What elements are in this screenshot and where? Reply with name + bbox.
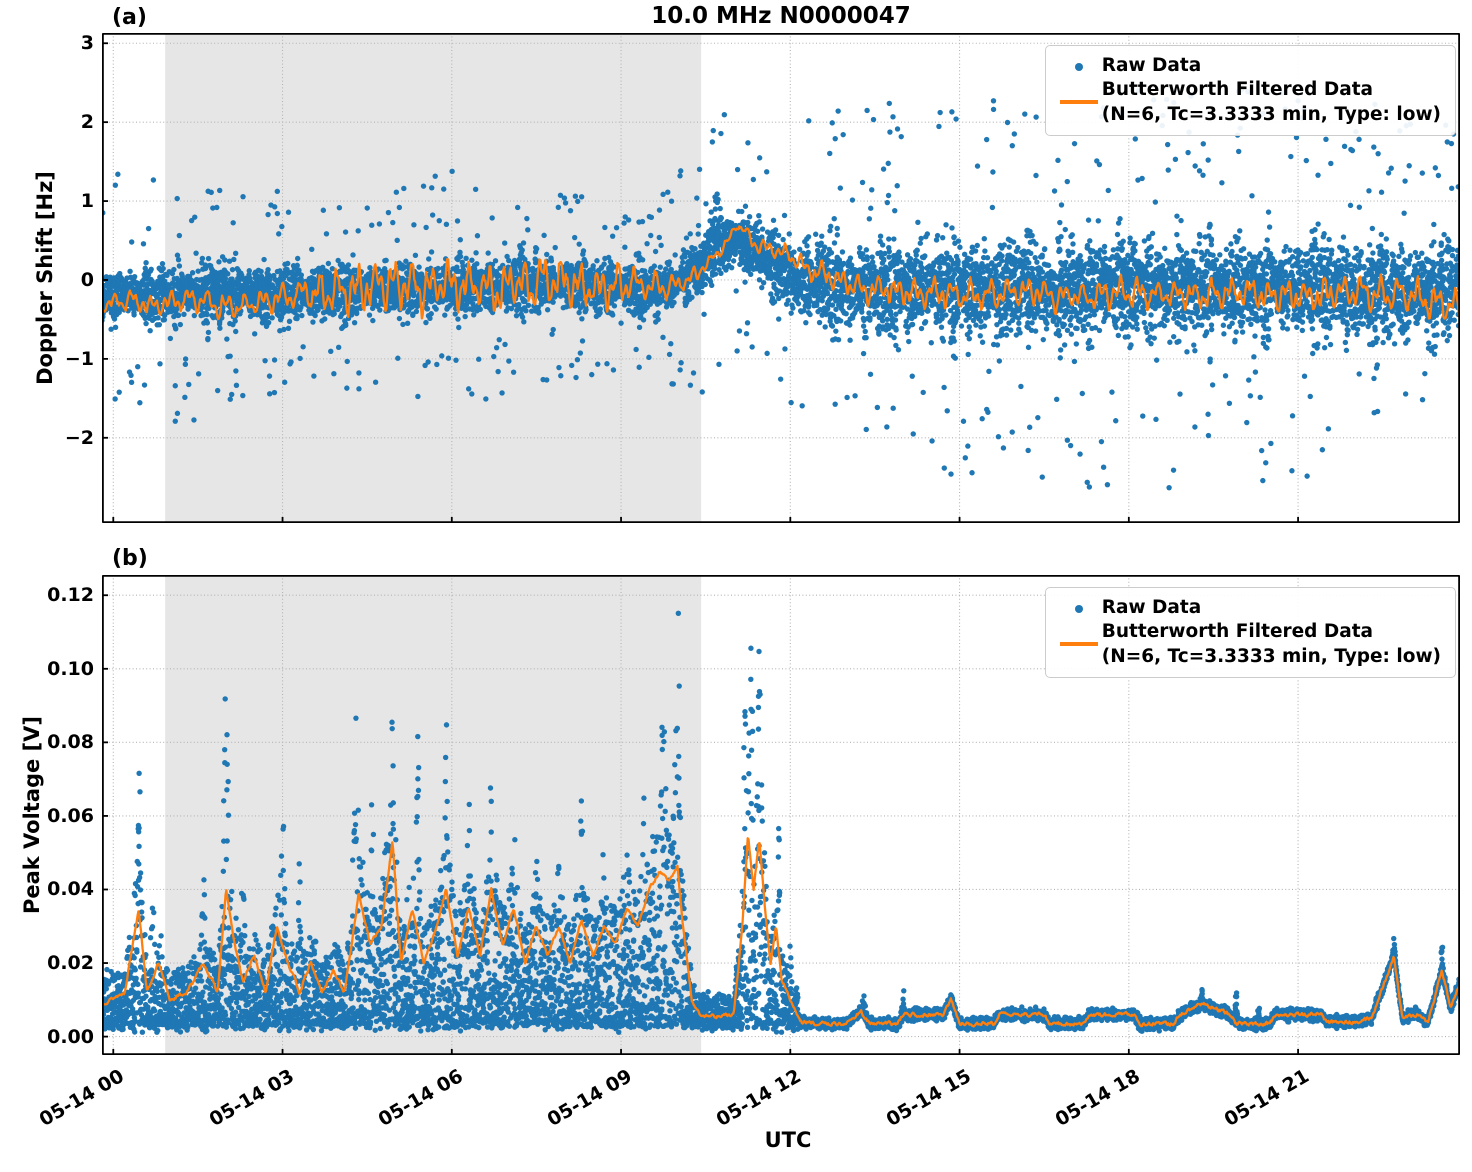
x-axis-label: UTC: [764, 1128, 812, 1152]
y-tick-label: 0.10: [47, 657, 94, 680]
legend-filtered-label-line2: (N=6, Tc=3.3333 min, Type: low): [1101, 645, 1441, 667]
legend-entry-filtered: Butterworth Filtered Data (N=6, Tc=3.333…: [1056, 620, 1441, 669]
scatter-marker-icon: [1074, 63, 1083, 71]
x-tick-label: 05-14 09: [543, 1065, 637, 1131]
y-tick-label: −2: [64, 426, 94, 449]
x-tick-label: 05-14 21: [1220, 1065, 1314, 1131]
legend-entry-raw: Raw Data: [1056, 54, 1441, 78]
line-marker-icon: [1059, 100, 1098, 105]
y-tick-label: 0.06: [47, 804, 94, 827]
panel-b-label: (b): [112, 546, 148, 571]
y-tick-label: 2: [80, 111, 94, 134]
y-tick-label: 0.12: [47, 584, 94, 607]
panel-a-label: (a): [112, 5, 147, 30]
x-tick-label: 05-14 00: [36, 1065, 129, 1131]
y-tick-label: 0.00: [47, 1025, 94, 1048]
legend-panel-b: Raw Data Butterworth Filtered Data (N=6,…: [1044, 587, 1456, 679]
legend-filtered-label-line1: Butterworth Filtered Data: [1101, 79, 1374, 101]
legend-raw-label: Raw Data: [1101, 597, 1202, 618]
legend-entry-filtered: Butterworth Filtered Data (N=6, Tc=3.333…: [1056, 78, 1441, 127]
y-tick-label: −1: [64, 347, 94, 370]
panel-b-y-axis-label: Peak Voltage [V]: [20, 715, 44, 915]
y-tick-label: 0: [80, 268, 94, 291]
legend-entry-raw: Raw Data: [1056, 596, 1441, 620]
line-marker-icon: [1059, 642, 1098, 647]
x-tick-label: 05-14 06: [374, 1065, 467, 1131]
y-tick-label: 3: [80, 32, 94, 55]
legend-panel-a: Raw Data Butterworth Filtered Data (N=6,…: [1044, 45, 1456, 137]
scatter-marker-icon: [1074, 605, 1083, 613]
x-tick-label: 05-14 03: [205, 1065, 298, 1131]
figure-title: 10.0 MHz N0000047: [651, 3, 911, 29]
x-tick-label: 05-14 18: [1051, 1065, 1144, 1131]
y-tick-label: 0.04: [47, 878, 94, 901]
x-tick-label: 05-14 15: [882, 1065, 975, 1131]
legend-filtered-label-line2: (N=6, Tc=3.3333 min, Type: low): [1101, 103, 1441, 125]
legend-filtered-label-line1: Butterworth Filtered Data: [1101, 621, 1374, 643]
legend-raw-label: Raw Data: [1101, 55, 1202, 76]
x-tick-label: 05-14 12: [713, 1065, 806, 1131]
y-tick-label: 1: [80, 190, 94, 213]
y-tick-label: 0.08: [47, 731, 94, 754]
panel-a-y-axis-label: Doppler Shift [Hz]: [33, 171, 57, 385]
y-tick-label: 0.02: [47, 952, 94, 975]
